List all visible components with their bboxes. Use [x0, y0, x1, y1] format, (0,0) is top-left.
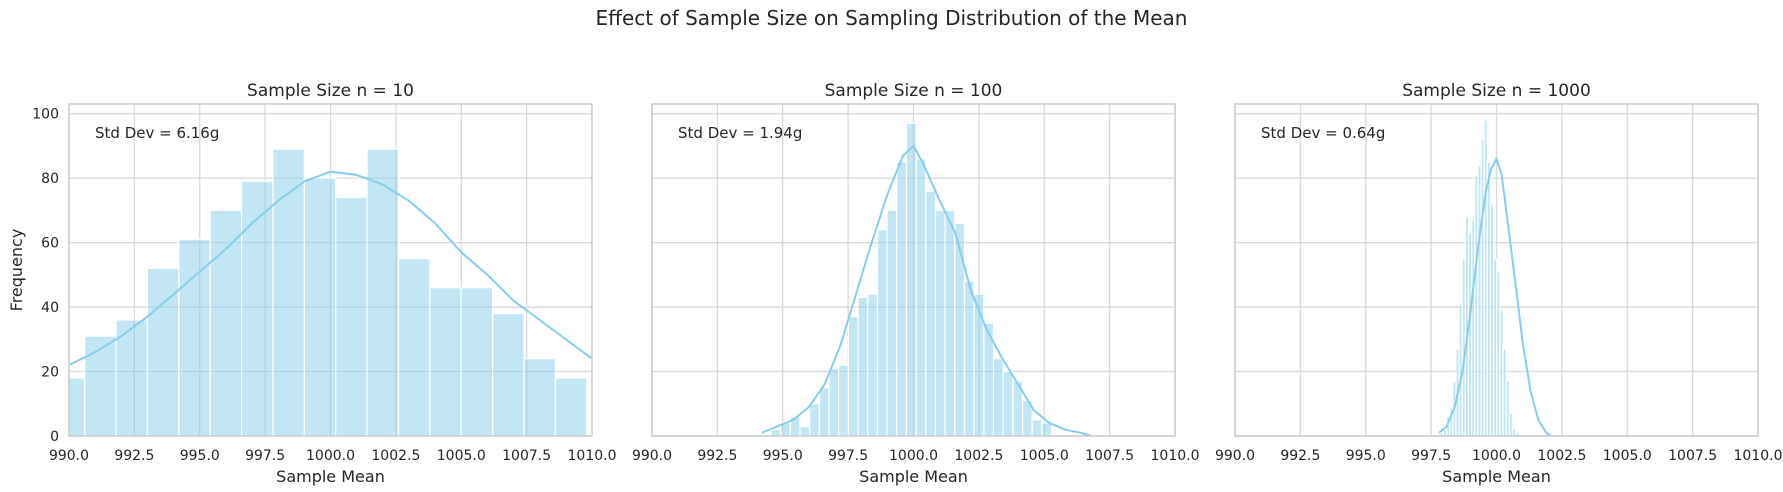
- histogram-bar: [1505, 380, 1510, 436]
- x-tick-label: 995.0: [180, 448, 220, 464]
- bar-group: [1438, 119, 1552, 436]
- histogram-bar: [925, 190, 937, 436]
- histogram-bar: [209, 209, 243, 436]
- histogram-bar: [554, 377, 588, 436]
- bar-group: [761, 122, 1092, 436]
- kde-line: [69, 170, 592, 366]
- x-tick-label: 1007.5: [502, 448, 551, 464]
- histogram-bar: [1031, 419, 1043, 436]
- panel-title: Sample Size n = 100: [825, 81, 1003, 101]
- histogram-bar: [1514, 432, 1520, 436]
- axes-frame: [651, 103, 1176, 437]
- histogram-bar: [896, 161, 908, 436]
- x-tick-label: 1005.0: [1603, 448, 1652, 464]
- histogram-bar: [838, 364, 849, 436]
- figure-title: Effect of Sample Size on Sampling Distri…: [596, 6, 1188, 30]
- x-axis-label: Sample Mean: [276, 467, 385, 486]
- x-tick-label: 997.5: [1411, 448, 1451, 464]
- histogram-bar: [770, 428, 782, 436]
- histogram-bar: [934, 209, 946, 436]
- y-axis-label: Frequency: [7, 229, 26, 312]
- x-tick-label: 992.5: [1280, 448, 1320, 464]
- x-tick-label: 1010.0: [1151, 448, 1200, 464]
- x-tick-label: 1007.5: [1668, 448, 1717, 464]
- x-tick-label: 1010.0: [1734, 448, 1783, 464]
- histogram-bar: [809, 403, 820, 436]
- kde-line: [761, 144, 1092, 436]
- x-tick-label: 995.0: [1346, 448, 1386, 464]
- histogram-bar: [857, 296, 869, 436]
- histogram-bar: [335, 196, 368, 436]
- histogram-bar: [992, 358, 1004, 436]
- bar-group: [69, 148, 592, 436]
- histogram-bar: [240, 180, 274, 436]
- x-tick-label: 990.0: [49, 448, 89, 464]
- histogram-bar: [492, 312, 525, 436]
- panel-1: 990.0 992.5 995.0 997.5 1000.0 1002.5 1005.0 10…: [7, 81, 617, 486]
- std-dev-annotation: Std Dev = 0.64g: [1261, 124, 1385, 142]
- histogram-bar: [429, 287, 462, 436]
- x-tick-label: 1010.0: [568, 448, 617, 464]
- x-tick-label: 1002.5: [371, 448, 420, 464]
- histogram-bar: [867, 293, 879, 436]
- y-tick-label: 60: [41, 236, 59, 252]
- histogram-bar: [397, 258, 431, 436]
- histogram-bar: [944, 209, 956, 436]
- x-tick-label: 1005.0: [437, 448, 486, 464]
- x-axis-label: Sample Mean: [1442, 467, 1551, 486]
- x-axis-label: Sample Mean: [859, 467, 968, 486]
- x-tick-label: 1007.5: [1085, 448, 1134, 464]
- histogram-bar: [178, 238, 211, 436]
- x-tick-label: 997.5: [828, 448, 868, 464]
- x-tick-label: 1000.0: [889, 448, 938, 464]
- kde-line: [1438, 157, 1552, 436]
- histogram-bar: [1002, 370, 1014, 436]
- histogram-bar: [799, 425, 811, 436]
- histogram-bar: [963, 280, 975, 436]
- histogram-bar: [954, 222, 966, 436]
- x-tick-label: 1000.0: [306, 448, 355, 464]
- histogram-bar: [847, 316, 859, 436]
- axes-frame: [1234, 103, 1759, 437]
- std-dev-annotation: Std Dev = 1.94g: [678, 124, 802, 142]
- histogram-bar: [303, 177, 337, 436]
- histogram-bar: [272, 148, 305, 436]
- y-tick-label: 80: [41, 171, 59, 187]
- x-tick-label: 992.5: [114, 448, 154, 464]
- histogram-bar: [886, 209, 898, 436]
- histogram-bar: [818, 387, 830, 436]
- histogram-bar: [905, 122, 917, 436]
- panel-title: Sample Size n = 1000: [1402, 81, 1591, 101]
- histogram-bar: [915, 158, 927, 436]
- panel-title: Sample Size n = 10: [247, 81, 414, 101]
- histogram-bar: [523, 358, 556, 436]
- x-tick-label: 990.0: [632, 448, 672, 464]
- x-tick-label: 997.5: [245, 448, 285, 464]
- histogram-bar: [460, 287, 494, 436]
- histogram-bar: [973, 293, 985, 436]
- x-tick-label: 995.0: [763, 448, 803, 464]
- x-tick-label: 1002.5: [1537, 448, 1586, 464]
- panel-2: 990.0 992.5 995.0 997.5 1000.0 1002.5 1005.0 10…: [632, 81, 1200, 486]
- x-tick-label: 1005.0: [1020, 448, 1069, 464]
- histogram-bar: [876, 229, 888, 436]
- histogram-bar: [84, 335, 117, 436]
- y-tick-label: 40: [41, 300, 59, 316]
- x-tick-label: 990.0: [1215, 448, 1255, 464]
- histogram-bar: [1041, 422, 1053, 436]
- histogram-bar: [146, 267, 180, 436]
- panel-3: 990.0 992.5 995.0 997.5 1000.0 1002.5 1005.0 10…: [1215, 81, 1783, 486]
- x-tick-label: 992.5: [697, 448, 737, 464]
- x-tick-label: 1000.0: [1472, 448, 1521, 464]
- y-tick-label: 100: [32, 107, 59, 123]
- x-tick-label: 1002.5: [954, 448, 1003, 464]
- y-tick-label: 0: [50, 429, 59, 445]
- std-dev-annotation: Std Dev = 6.16g: [95, 124, 219, 142]
- y-tick-label: 20: [41, 365, 59, 381]
- histogram-bar: [828, 367, 840, 436]
- axes-frame: [68, 103, 593, 437]
